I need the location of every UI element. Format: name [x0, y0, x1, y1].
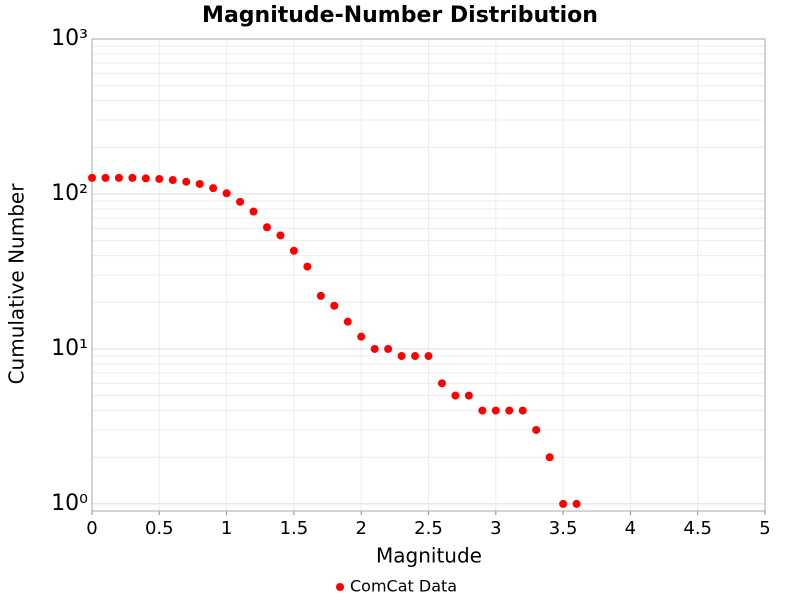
data-point	[209, 184, 218, 193]
data-point	[88, 173, 96, 182]
data-point	[411, 352, 420, 361]
data-point	[370, 344, 379, 353]
x-tick-label: 3	[490, 518, 501, 539]
x-tick-label: 2.5	[414, 518, 443, 539]
x-tick-label: 4.5	[683, 518, 712, 539]
y-tick-label: 10²	[51, 181, 88, 206]
legend-marker	[336, 583, 344, 591]
data-point	[491, 406, 500, 415]
data-point	[276, 231, 285, 240]
x-axis-label: Magnitude	[376, 544, 482, 568]
y-tick-label: 10¹	[51, 336, 88, 361]
data-point	[518, 406, 527, 415]
data-point	[168, 176, 177, 185]
data-point	[330, 301, 339, 310]
data-point	[384, 344, 393, 353]
data-point	[437, 379, 446, 388]
data-point	[478, 406, 487, 415]
data-point	[357, 332, 366, 341]
data-point	[316, 291, 325, 300]
data-point	[343, 317, 352, 326]
data-point	[303, 262, 312, 271]
data-point	[101, 173, 110, 182]
plot-border	[91, 38, 766, 512]
data-point	[114, 173, 123, 182]
data-point	[249, 207, 258, 216]
data-point	[559, 499, 568, 508]
data-point	[532, 425, 541, 434]
data-point	[545, 453, 554, 462]
x-tick-label: 1	[221, 518, 232, 539]
x-tick-label: 0.5	[145, 518, 174, 539]
data-point	[155, 174, 164, 183]
data-point	[262, 223, 271, 232]
x-tick-label: 4	[625, 518, 636, 539]
data-point	[141, 174, 150, 183]
data-point	[128, 173, 137, 182]
data-point	[195, 179, 204, 188]
y-tick-label: 10³	[51, 26, 88, 51]
data-point	[236, 197, 245, 206]
data-point	[505, 406, 514, 415]
chart-title: Magnitude-Number Distribution	[202, 3, 598, 28]
data-point	[182, 177, 191, 186]
y-axis-label: Cumulative Number	[5, 183, 29, 385]
x-tick-label: 3.5	[549, 518, 578, 539]
data-point	[397, 352, 406, 361]
legend-label: ComCat Data	[350, 577, 457, 596]
data-point	[289, 246, 298, 255]
data-point	[222, 189, 231, 198]
y-tick-label: 10⁰	[51, 491, 88, 516]
x-tick-label: 0	[86, 518, 97, 539]
x-tick-label: 2	[355, 518, 366, 539]
data-point	[464, 391, 473, 400]
data-point	[572, 499, 581, 508]
data-point	[451, 391, 460, 400]
data-point	[424, 352, 433, 361]
x-tick-label: 5	[759, 518, 770, 539]
x-tick-label: 1.5	[280, 518, 309, 539]
